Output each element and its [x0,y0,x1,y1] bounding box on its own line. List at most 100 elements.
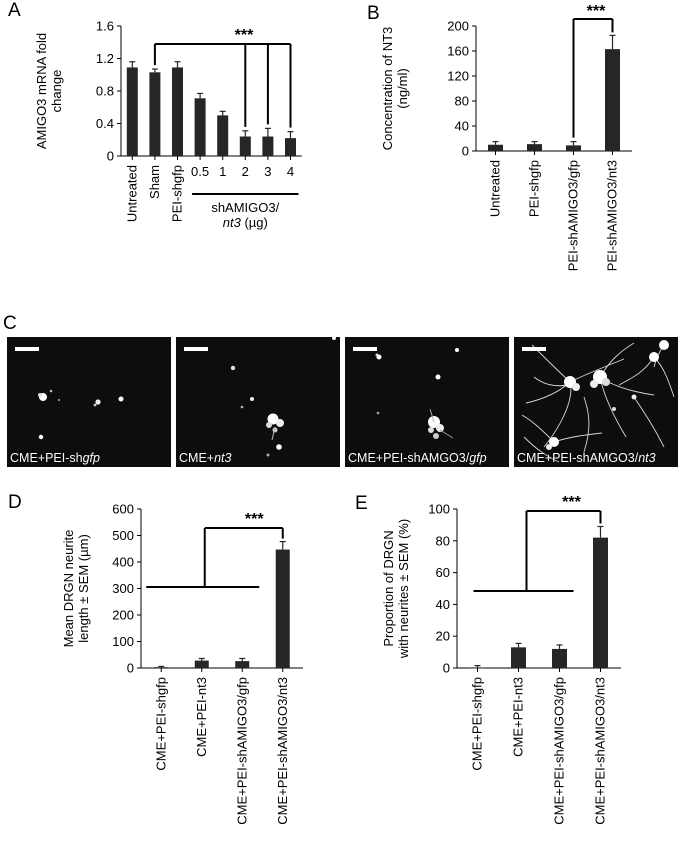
panel-letter-e: E [355,493,368,514]
micrograph-2: CME+nt3 [176,337,340,467]
significance-stars: *** [587,3,606,20]
bar [285,138,296,156]
chart-b-nt3-concentration: 0 40 80 120 160 200 Concentration of NT3(ng/ml… [380,3,632,271]
y-tick-label: 0 [127,661,134,676]
micrograph-1-cells [38,389,124,440]
x-tick-label: Untreated [124,165,139,222]
x-tick-label: CME+PEI-shAMIGO3/gfp [234,677,249,825]
micrograph-caption: CME+PEI-shAMGO3/gfp [348,451,487,465]
x-tick-label: 1 [219,164,226,179]
y-axis-label-line: length ± SEM (µm) [76,534,91,643]
chart-e-neurite-proportion: 0 20 40 60 80 100 Proportion of DRGNwith neuri… [381,494,621,825]
y-tick-label: 200 [447,19,469,34]
bar [217,115,229,156]
y-tick-label: 160 [447,44,469,59]
scale-bar [522,347,546,351]
group-label: shAMIGO3/nt3 (µg) [211,200,279,230]
y-tick-label: 100 [428,502,450,517]
bar [593,537,608,668]
micrograph-caption: CME+PEI-shAMGO3/nt3 [517,451,656,465]
y-axis-label-line: AMIGO3 mRNA fold [34,33,49,149]
y-tick-label: 40 [436,597,450,612]
y-axis-label-line: (ng/ml) [395,68,410,108]
x-tick-label: PEI-shAMIGO3/gfp [566,160,581,271]
y-tick-label: 60 [436,565,450,580]
scale-bar [353,347,377,351]
panel-letter-b: B [367,3,380,24]
bar [511,647,526,668]
micrograph-4: CME+PEI-shAMGO3/nt3 [514,337,678,467]
x-tick-label: CME+PEI-shAMIGO3/nt3 [593,677,608,825]
y-tick-label: 600 [112,502,134,517]
chart-a-amigo3-mrna: 0 0.4 0.8 1.2 1.6 AMIGO3 mRNA foldchange Untre… [34,19,302,230]
y-axis-label-line: change [49,70,64,113]
micrograph-1: CME+PEI-shgfp [7,337,171,467]
y-tick-label: 40 [455,119,469,134]
micrograph-4-neurites [521,340,675,463]
x-tick-label: PEI-shgfp [527,160,542,217]
x-tick-label: CME+PEI-shAMIGO3/gfp [552,677,567,825]
bar [275,549,290,668]
y-tick-label: 300 [112,581,134,596]
y-tick-label: 0 [462,144,469,159]
group-label-line: shAMIGO3/ [211,200,279,215]
scale-bar [184,347,208,351]
y-axis-label: AMIGO3 mRNA foldchange [34,33,64,149]
scale-bar [15,347,39,351]
x-tick-label: Sham [147,165,162,199]
bar [262,136,274,156]
y-axis-label: Concentration of NT3(ng/ml) [380,27,410,151]
y-tick-label: 100 [112,634,134,649]
x-tick-label: CME+PEI-nt3 [511,677,526,757]
significance-stars: *** [235,27,254,44]
significance-stars: *** [245,511,264,528]
bar [172,67,183,156]
y-tick-label: 80 [455,94,469,109]
x-tick-label: 0.5 [191,164,209,179]
x-tick-label: PEI-shgfp [170,165,185,222]
bar [239,136,251,156]
y-tick-label: 120 [447,69,469,84]
x-tick-label: CME+PEI-nt3 [194,677,209,757]
y-tick-label: 0.4 [96,116,114,131]
y-axis-label-line: with neurites ± SEM (%) [396,519,411,659]
bar [194,660,209,668]
bar [235,661,250,668]
x-tick-label: 2 [242,164,249,179]
panel-letter-a: A [8,0,21,21]
x-tick-label: Untreated [488,160,503,217]
y-tick-label: 80 [436,533,450,548]
y-axis-label: Proportion of DRGNwith neurites ± SEM (%… [381,519,411,659]
panel-letter-d: D [8,492,22,513]
y-tick-label: 20 [436,629,450,644]
y-tick-label: 200 [112,608,134,623]
y-tick-label: 400 [112,555,134,570]
bar [194,98,206,156]
x-tick-label: CME+PEI-shAMIGO3/nt3 [275,677,290,825]
x-tick-label: CME+PEI-shgfp [470,677,485,771]
panel-letter-c: C [3,313,17,334]
x-tick-label: CME+PEI-shgfp [153,677,168,771]
y-tick-label: 0 [443,661,450,676]
micrograph-2-cells [230,337,336,457]
y-tick-label: 0 [107,149,114,164]
micrograph-3-cells [375,348,459,439]
x-tick-label: PEI-shAMIGO3/nt3 [605,160,620,271]
bar [488,144,503,151]
bar [527,144,542,151]
group-label-line: nt3 [223,215,242,230]
significance-stars: *** [562,494,581,511]
y-axis-label-line: Proportion of DRGN [381,530,396,646]
bar [605,49,620,151]
y-axis-label-line: Mean DRGN neurite [61,530,76,648]
bar [126,67,138,156]
chart-d-neurite-length: 0 100 200 300 400 500 600 Mean DRGN neuriteleng… [61,502,303,825]
micrograph-caption: CME+nt3 [179,451,232,465]
y-tick-label: 0.8 [96,84,114,99]
bar [552,648,567,668]
bar [149,72,161,156]
bar [566,145,581,151]
y-tick-label: 500 [112,528,134,543]
bar [154,667,169,668]
y-axis-label-line: Concentration of NT3 [380,27,395,151]
